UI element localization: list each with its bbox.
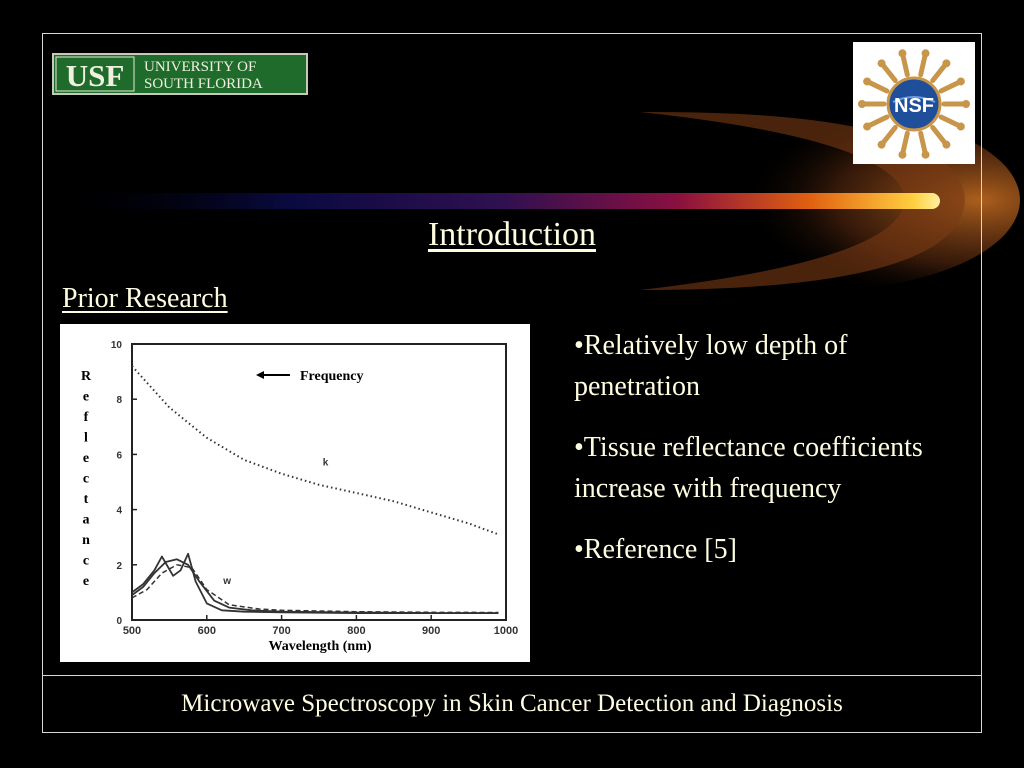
series-label-w: w: [222, 576, 231, 587]
y-tick-label: 8: [116, 395, 122, 406]
x-tick-label: 500: [123, 625, 141, 637]
comet-streak: [70, 193, 940, 209]
plot-frame: [131, 343, 507, 621]
slide-title: Introduction: [427, 216, 597, 253]
y-axis-label-letter: e: [83, 451, 89, 466]
bullet-item: •Reference [5]: [574, 534, 737, 565]
y-axis-label-letter: t: [84, 492, 89, 507]
slide-subtitle: Prior Research: [62, 283, 228, 314]
bullet-list: •Relatively low depth of penetration •Ti…: [574, 325, 954, 590]
frequency-annotation: Frequency: [300, 369, 364, 384]
x-tick-label: 900: [422, 625, 440, 637]
y-axis-label-letter: e: [83, 390, 89, 405]
y-axis-label-letter: e: [83, 574, 89, 589]
y-axis-label-letter: c: [83, 554, 89, 569]
usf-logo-line2: SOUTH FLORIDA: [144, 76, 263, 92]
y-axis-label-letter: l: [84, 431, 88, 446]
y-axis-label-letter: n: [82, 533, 90, 548]
footer-divider: [42, 675, 982, 676]
footer-title: Microwave Spectroscopy in Skin Cancer De…: [181, 690, 843, 717]
nsf-logo-text: NSF: [894, 95, 934, 117]
frequency-arrow-icon: [256, 371, 264, 379]
bullet-item: •Tissue reflectance coefficients increas…: [574, 432, 923, 504]
y-axis-label-letter: R: [81, 369, 92, 384]
bullet-item: •Relatively low depth of penetration: [574, 330, 848, 402]
y-axis-label-letter: a: [83, 513, 90, 528]
series-line-w: [131, 552, 499, 614]
series-line-curve-2: [131, 558, 499, 614]
y-tick-label: 0: [116, 616, 122, 627]
x-axis-label: Wavelength (nm): [268, 639, 371, 654]
y-axis-label-letter: c: [83, 472, 89, 487]
y-tick-label: 2: [116, 561, 122, 572]
usf-logo-monogram: USF: [66, 58, 125, 93]
nsf-emblem-icon: NSF: [858, 49, 970, 159]
reflectance-chart-panel: 500 600 700 800 900 1000 0 2 4 6 8 10 k w Frequency Wav…: [60, 324, 530, 662]
x-tick-label: 1000: [494, 625, 518, 637]
x-tick-label: 800: [347, 625, 365, 637]
y-axis-label-letter: f: [84, 410, 89, 425]
x-tick-label: 600: [198, 625, 216, 637]
nsf-logo: NSF: [853, 42, 975, 164]
y-tick-label: 4: [116, 506, 122, 517]
y-tick-label: 6: [116, 450, 122, 461]
x-tick-label: 700: [272, 625, 290, 637]
usf-logo: USF UNIVERSITY OF SOUTH FLORIDA: [52, 53, 308, 95]
y-tick-label: 10: [111, 340, 123, 351]
reflectance-chart: 500 600 700 800 900 1000 0 2 4 6 8 10 k w Frequency Wav…: [81, 340, 518, 654]
usf-logo-line1: UNIVERSITY OF: [144, 59, 256, 75]
series-line-k: [131, 365, 499, 536]
slide-frame: [42, 33, 982, 733]
series-line-curve-3: [131, 564, 499, 614]
series-label-k: k: [323, 457, 329, 468]
